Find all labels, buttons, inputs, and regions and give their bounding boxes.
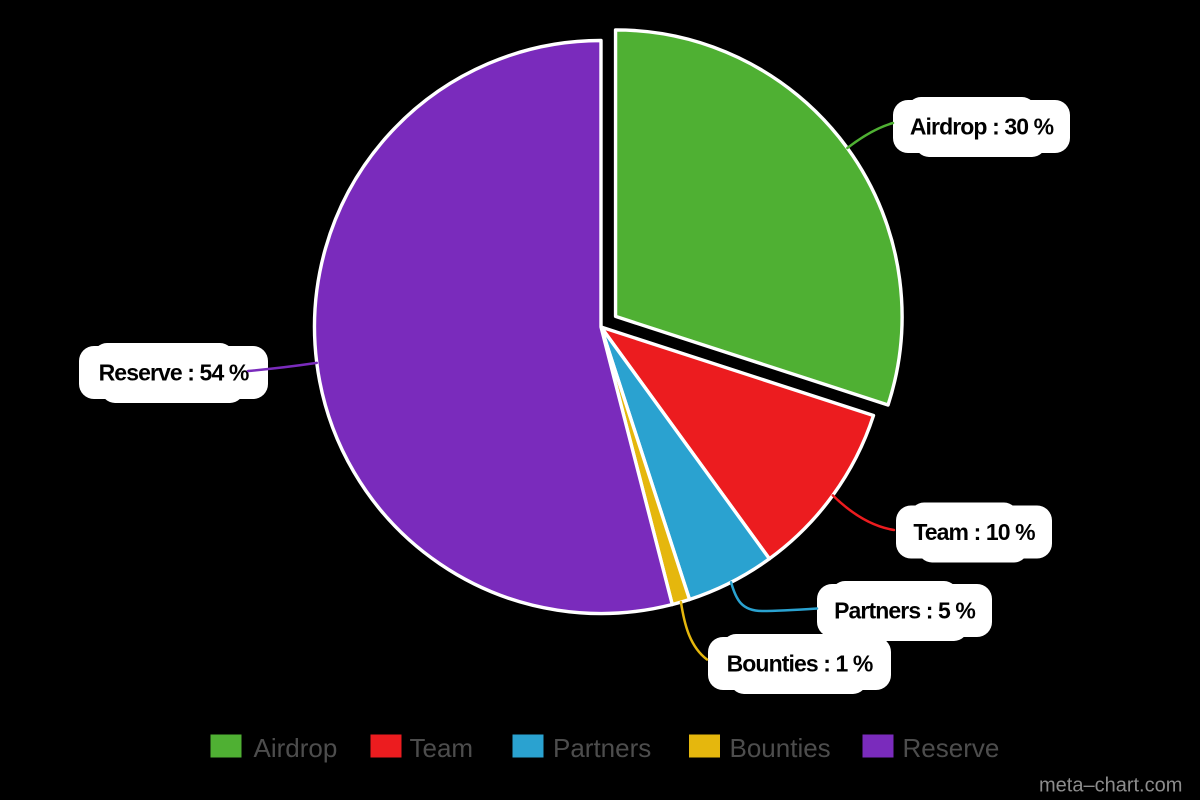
svg-text:Reserve : 54 %: Reserve : 54 % [99,359,249,385]
svg-text:Reserve: Reserve [903,733,1000,763]
svg-text:Team : 10 %: Team : 10 % [913,519,1035,545]
svg-text:Partners : 5 %: Partners : 5 % [834,597,975,623]
svg-text:Bounties: Bounties [730,733,831,763]
svg-text:Airdrop : 30 %: Airdrop : 30 % [910,113,1054,139]
svg-text:Bounties : 1 %: Bounties : 1 % [727,650,873,676]
svg-text:meta–chart.com: meta–chart.com [1039,775,1182,797]
svg-text:Team: Team [410,733,474,763]
svg-text:Partners: Partners [553,733,651,763]
svg-text:Airdrop: Airdrop [254,733,338,763]
